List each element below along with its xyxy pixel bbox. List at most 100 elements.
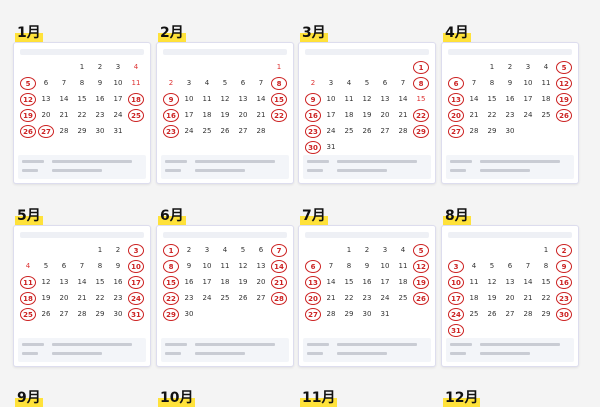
day: 1 bbox=[413, 61, 429, 74]
day: 20 bbox=[505, 294, 515, 302]
day: 18 bbox=[398, 278, 408, 286]
day: 11 bbox=[202, 95, 212, 103]
day: 3 bbox=[382, 246, 388, 254]
day: 16 bbox=[113, 278, 123, 286]
day: 19 bbox=[220, 111, 230, 119]
day: 27 bbox=[505, 310, 515, 318]
day: 10 bbox=[326, 95, 336, 103]
footer-line bbox=[22, 169, 38, 172]
calendar-card: 1 2 3 4 5 6 7 8 9 10 11 12 13 14 15 16 17 18 19 20 21 22 23 24 2… bbox=[298, 42, 436, 184]
day: 30 bbox=[362, 310, 372, 318]
calendar-footer bbox=[18, 155, 146, 179]
day: 6 bbox=[240, 79, 246, 87]
day: 23 bbox=[505, 111, 515, 119]
day: 30 bbox=[95, 127, 105, 135]
month-label: 6月 bbox=[158, 205, 186, 225]
day: 25 bbox=[469, 310, 479, 318]
day: 5 bbox=[413, 244, 429, 257]
month-label: 1月 bbox=[15, 22, 43, 42]
day: 4 bbox=[400, 246, 406, 254]
footer-line bbox=[165, 160, 187, 163]
day: 21 bbox=[271, 276, 287, 289]
day: 15 bbox=[95, 278, 105, 286]
day: 13 bbox=[59, 278, 69, 286]
day: 26 bbox=[238, 294, 248, 302]
day: 1 bbox=[489, 63, 495, 71]
day: 14 bbox=[398, 95, 408, 103]
day: 4 bbox=[204, 79, 210, 87]
day: 24 bbox=[448, 308, 464, 321]
calendar-card: 1 2 3 4 5 6 7 8 9 10 11 12 13 14 15 16 17 18 19 20 21 22 23 24 2… bbox=[298, 225, 436, 367]
day: 20 bbox=[59, 294, 69, 302]
day: 2 bbox=[310, 79, 316, 87]
day: 9 bbox=[163, 93, 179, 106]
day: 27 bbox=[305, 308, 321, 321]
day: 12 bbox=[20, 93, 36, 106]
day: 25 bbox=[128, 109, 144, 122]
month-label: 2月 bbox=[158, 22, 186, 42]
day: 29 bbox=[413, 125, 429, 138]
day: 11 bbox=[220, 262, 230, 270]
day: 12 bbox=[220, 95, 230, 103]
day: 30 bbox=[556, 308, 572, 321]
day: 29 bbox=[541, 310, 551, 318]
footer-line bbox=[307, 352, 323, 355]
calendar-footer bbox=[161, 155, 289, 179]
day: 3 bbox=[525, 63, 531, 71]
day: 6 bbox=[382, 79, 388, 87]
month-label: 10月 bbox=[158, 387, 196, 407]
day: 31 bbox=[380, 310, 390, 318]
day: 19 bbox=[413, 276, 429, 289]
day: 20 bbox=[380, 111, 390, 119]
day: 27 bbox=[448, 125, 464, 138]
day: 29 bbox=[487, 127, 497, 135]
day: 9 bbox=[507, 79, 513, 87]
month-label: 7月 bbox=[300, 205, 328, 225]
day: 8 bbox=[346, 262, 352, 270]
day: 23 bbox=[163, 125, 179, 138]
footer-line bbox=[450, 352, 466, 355]
day: 10 bbox=[448, 276, 464, 289]
calendar-footer bbox=[303, 338, 431, 362]
footer-line bbox=[165, 352, 181, 355]
day: 20 bbox=[448, 109, 464, 122]
day: 11 bbox=[398, 262, 408, 270]
day: 24 bbox=[523, 111, 533, 119]
day: 19 bbox=[41, 294, 51, 302]
day: 13 bbox=[238, 95, 248, 103]
day: 28 bbox=[59, 127, 69, 135]
footer-line bbox=[52, 343, 132, 346]
day: 13 bbox=[41, 95, 51, 103]
day: 28 bbox=[77, 310, 87, 318]
day: 12 bbox=[41, 278, 51, 286]
day: 3 bbox=[448, 260, 464, 273]
day: 20 bbox=[256, 278, 266, 286]
footer-line bbox=[450, 169, 466, 172]
day: 25 bbox=[20, 308, 36, 321]
day: 2 bbox=[364, 246, 370, 254]
day: 16 bbox=[184, 278, 194, 286]
day: 21 bbox=[59, 111, 69, 119]
month-label: 5月 bbox=[15, 205, 43, 225]
calendar-footer bbox=[446, 338, 574, 362]
footer-line bbox=[480, 343, 560, 346]
day: 17 bbox=[326, 111, 336, 119]
day: 9 bbox=[556, 260, 572, 273]
day: 4 bbox=[471, 262, 477, 270]
day: 22 bbox=[487, 111, 497, 119]
day: 20 bbox=[41, 111, 51, 119]
day: 19 bbox=[238, 278, 248, 286]
calendar-card: 1 2 3 4 5 6 7 8 9 10 11 12 13 14 15 16 17 18 19 20 21 22 23 24 2… bbox=[441, 225, 579, 367]
day: 6 bbox=[507, 262, 513, 270]
day: 31 bbox=[326, 143, 336, 151]
month-label: 4月 bbox=[443, 22, 471, 42]
footer-line bbox=[195, 352, 245, 355]
day: 3 bbox=[186, 79, 192, 87]
calendar-toolbar bbox=[448, 232, 572, 238]
month-label: 8月 bbox=[443, 205, 471, 225]
day: 21 bbox=[398, 111, 408, 119]
day: 5 bbox=[20, 77, 36, 90]
day: 9 bbox=[186, 262, 192, 270]
day: 15 bbox=[416, 95, 426, 103]
footer-line bbox=[52, 169, 102, 172]
